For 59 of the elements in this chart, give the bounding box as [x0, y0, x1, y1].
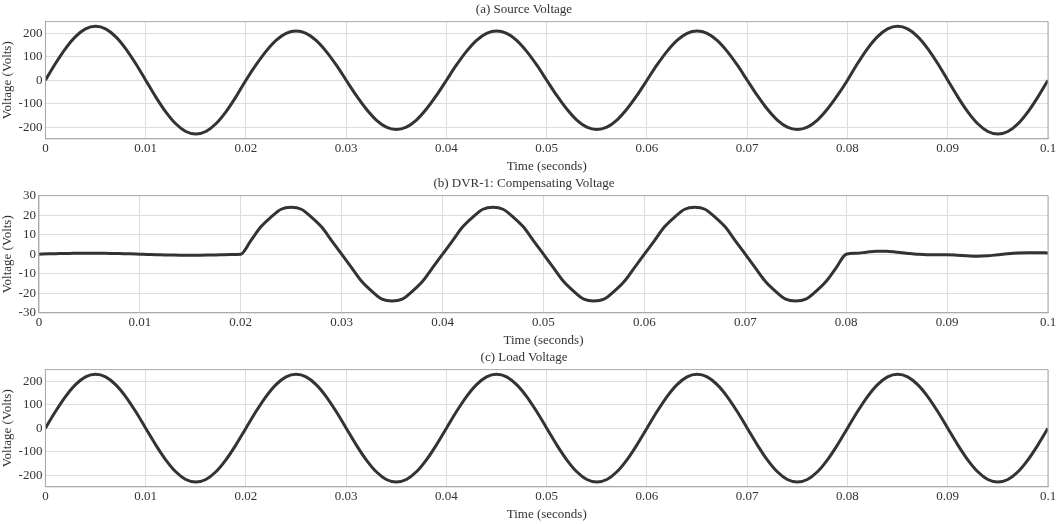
chart-title: (c) Load Voltage: [480, 349, 568, 365]
x-tick-label: 0.02: [229, 314, 253, 330]
y-axis-title: Voltage (Volts): [0, 389, 15, 468]
x-tick-label: 0.1: [1039, 140, 1057, 156]
x-axis-title: Time (seconds): [506, 505, 587, 521]
y-tick-label: -100: [18, 95, 43, 111]
x-tick-label: 0.04: [435, 488, 459, 504]
x-tick-label: 0.02: [234, 488, 258, 504]
line-series: [38, 205, 1048, 303]
x-tick-label: 0.01: [134, 140, 158, 156]
y-tick-label: -30: [18, 304, 36, 320]
y-tick-label: 200: [22, 372, 43, 388]
x-tick-label: 0.07: [733, 314, 758, 330]
x-tick-label: 0.06: [635, 488, 659, 504]
x-tick-label: 0.05: [532, 314, 555, 330]
y-tick-label: 0: [35, 419, 43, 435]
x-tick-label: 0.06: [635, 140, 659, 156]
x-tick-label: 0.04: [435, 140, 459, 156]
x-axis-title: Time (seconds): [506, 157, 587, 173]
x-tick-label: 0.08: [836, 488, 859, 504]
x-tick-label: 0.05: [535, 488, 559, 504]
y-tick-label: -200: [18, 118, 43, 134]
x-tick-label: 0.07: [735, 140, 760, 156]
x-tick-label: 0.06: [633, 314, 657, 330]
x-tick-label: 0.03: [334, 140, 358, 156]
x-tick-label: 0.02: [234, 140, 258, 156]
y-axis-title: Voltage (Volts): [0, 41, 15, 120]
x-axis-title: Time (seconds): [503, 331, 584, 347]
y-tick-label: 20: [22, 206, 36, 222]
x-tick-label: 0.03: [330, 314, 354, 330]
y-tick-label: 100: [22, 396, 43, 412]
y-tick-label: -200: [18, 466, 43, 482]
x-tick-label: 0.08: [834, 314, 858, 330]
line-series: [45, 24, 1048, 136]
x-tick-label: 0.01: [134, 488, 158, 504]
x-tick-label: 0.1: [1039, 488, 1057, 504]
y-tick-label: 0: [35, 71, 43, 87]
x-tick-label: 0.09: [936, 140, 960, 156]
chart-title: (b) DVR-1: Compensating Voltage: [433, 175, 615, 191]
chart-title: (a) Source Voltage: [475, 1, 573, 17]
y-tick-label: 100: [22, 48, 43, 64]
x-tick-label: 0.1: [1039, 314, 1057, 330]
x-tick-label: 0.07: [735, 488, 760, 504]
x-tick-label: 0.08: [836, 140, 859, 156]
y-tick-label: 30: [22, 187, 36, 203]
line-series: [45, 372, 1048, 484]
y-tick-label: -100: [18, 443, 43, 459]
y-axis-title: Voltage (Volts): [0, 215, 15, 294]
y-tick-label: -20: [18, 284, 36, 300]
x-tick-label: 0.09: [936, 488, 960, 504]
x-tick-label: 0.01: [128, 314, 152, 330]
x-tick-label: 0.05: [535, 140, 559, 156]
y-tick-label: 10: [22, 226, 36, 242]
x-tick-label: 0.09: [935, 314, 959, 330]
x-tick-label: 0.03: [334, 488, 358, 504]
y-tick-label: 200: [22, 24, 43, 40]
y-tick-label: 0: [29, 245, 36, 261]
y-tick-label: -10: [18, 265, 36, 281]
x-tick-label: 0.04: [431, 314, 455, 330]
